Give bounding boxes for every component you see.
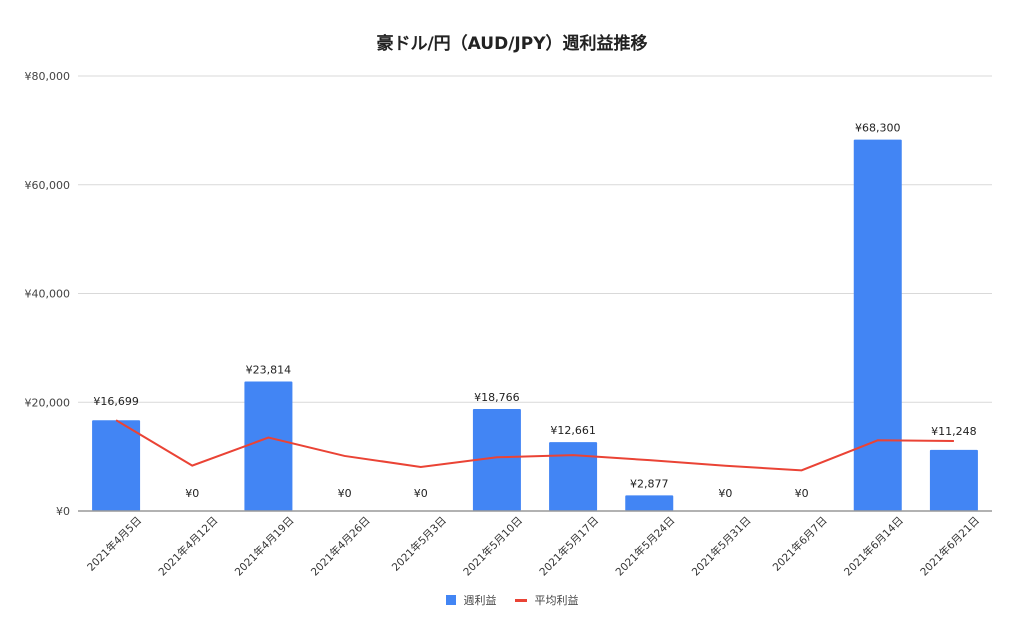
x-tick-label: 2021年5月10日 <box>461 514 526 579</box>
bar-swatch-icon <box>445 595 456 605</box>
legend-label: 週利益 <box>463 594 497 607</box>
bar[interactable] <box>92 420 141 511</box>
bar[interactable] <box>625 495 674 511</box>
y-tick-label: ¥40,000 <box>25 288 71 301</box>
data-label: ¥11,248 <box>931 425 977 438</box>
x-tick-label: 2021年6月7日 <box>770 514 830 574</box>
bar[interactable] <box>853 139 902 511</box>
x-tick-label: 2021年5月24日 <box>613 514 678 579</box>
average-profit-line[interactable] <box>115 419 954 472</box>
x-tick-label: 2021年5月17日 <box>537 514 602 579</box>
data-label: ¥0 <box>718 487 732 500</box>
legend-label: 平均利益 <box>534 594 579 607</box>
data-label: ¥18,766 <box>474 391 520 404</box>
x-tick-label: 2021年5月3日 <box>389 514 449 574</box>
y-tick-label: ¥80,000 <box>25 70 71 83</box>
data-label: ¥16,699 <box>93 395 139 408</box>
legend-item-weekly-profit[interactable]: 週利益 <box>445 592 497 608</box>
data-label: ¥68,300 <box>855 122 901 135</box>
bar[interactable] <box>472 408 521 511</box>
data-label: ¥0 <box>795 487 809 500</box>
x-tick-label: 2021年4月5日 <box>84 514 144 574</box>
data-label: ¥0 <box>185 487 199 500</box>
data-label: ¥23,814 <box>246 364 292 377</box>
data-label: ¥0 <box>414 487 428 500</box>
legend-item-average-profit[interactable]: 平均利益 <box>514 592 579 608</box>
x-tick-label: 2021年4月12日 <box>156 514 221 579</box>
legend: 週利益 平均利益 <box>0 592 1024 608</box>
y-tick-label: ¥0 <box>56 505 70 518</box>
data-label: ¥12,661 <box>550 424 596 437</box>
x-tick-label: 2021年6月14日 <box>841 514 906 579</box>
data-label: ¥2,877 <box>630 477 669 490</box>
x-tick-label: 2021年4月26日 <box>308 514 373 579</box>
x-tick-label: 2021年4月19日 <box>232 514 297 579</box>
x-tick-label: 2021年5月31日 <box>689 514 754 579</box>
chart-title: 豪ドル/円（AUD/JPY）週利益推移 <box>376 34 648 54</box>
bar[interactable] <box>549 442 598 511</box>
y-tick-label: ¥60,000 <box>25 179 71 192</box>
bar[interactable] <box>244 381 293 511</box>
x-tick-label: 2021年6月21日 <box>918 514 983 579</box>
line-swatch-icon <box>514 598 527 602</box>
data-label: ¥0 <box>338 487 352 500</box>
y-tick-label: ¥20,000 <box>25 396 71 409</box>
bar[interactable] <box>929 449 978 511</box>
